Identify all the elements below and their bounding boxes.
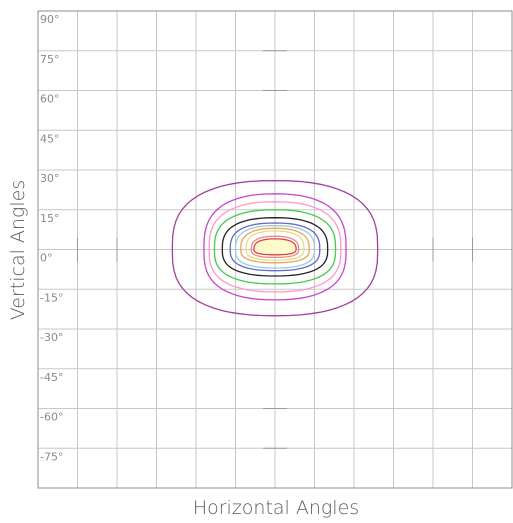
contour-lines <box>171 179 379 317</box>
y-tick-label: -75° <box>40 450 63 463</box>
x-axis-label: Horizontal Angles <box>193 497 359 519</box>
contour-line <box>229 222 321 272</box>
contour-line <box>250 235 300 259</box>
y-tick-label: 90° <box>40 13 60 26</box>
contour-line <box>208 201 342 293</box>
contour-line <box>240 227 310 264</box>
contour-line <box>171 179 379 317</box>
y-axis-label: Vertical Angles <box>7 180 29 320</box>
contour-line <box>213 209 337 285</box>
y-tick-label: 75° <box>40 53 60 66</box>
contour-line <box>234 225 316 269</box>
y-tick-label: 60° <box>40 93 60 106</box>
center-marks <box>77 50 473 449</box>
y-tick-label: 45° <box>40 132 60 145</box>
y-tick-label: 0° <box>40 252 53 265</box>
y-tick-label: -45° <box>40 371 63 384</box>
contour-line <box>221 217 329 277</box>
y-tick-label: 30° <box>40 172 60 185</box>
contour-line <box>253 238 297 256</box>
y-tick-label: -30° <box>40 331 63 344</box>
plot-frame <box>37 10 513 489</box>
y-tick-label: -15° <box>40 291 63 304</box>
y-tick-label: 15° <box>40 212 60 225</box>
contour-line <box>203 193 347 301</box>
y-tick-label: -60° <box>40 411 63 424</box>
contour-line <box>245 230 305 261</box>
y-tick-labels: 90° 75° 60° 45° 30° 15° 0° -15° -30° -45° -60° -75° <box>40 13 63 463</box>
